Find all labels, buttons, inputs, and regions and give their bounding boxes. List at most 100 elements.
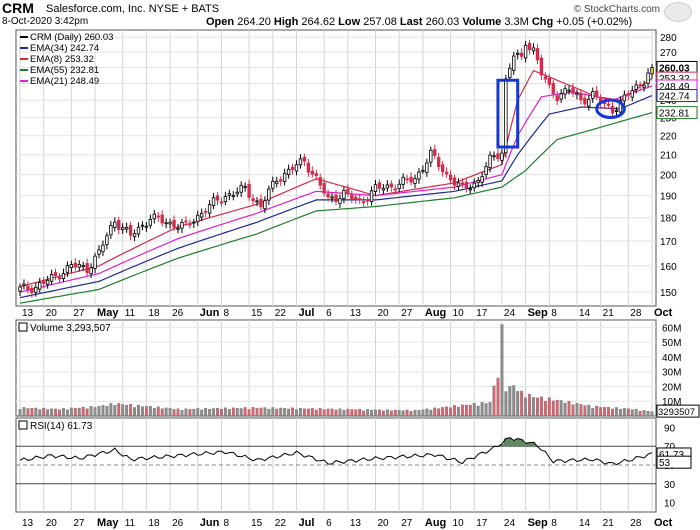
candle-body [409, 176, 413, 183]
x-tick-label: 28 [630, 308, 642, 319]
candle-body [152, 213, 156, 220]
price-candle [302, 153, 307, 167]
volume-bar [591, 408, 595, 417]
volume-bar [393, 409, 397, 417]
open-value: 264.20 [237, 16, 271, 28]
volume-bar [330, 408, 334, 417]
volume-bar [38, 409, 42, 417]
price-candle [421, 165, 425, 174]
candle-body [164, 222, 168, 225]
candle-body [642, 84, 646, 88]
price-candle [547, 73, 551, 89]
price-tag-label: 248.49 [659, 82, 690, 93]
candle-body [239, 185, 243, 193]
price-candle [433, 144, 437, 160]
volume-bar [492, 385, 496, 417]
price-candle [630, 85, 634, 102]
volume-bar [196, 408, 200, 417]
price-y-tick-label: 280 [660, 33, 677, 44]
price-tag-label: 260.03 [659, 63, 690, 74]
volume-panel-icon [18, 322, 28, 332]
price-candle [638, 81, 642, 91]
candle-body [397, 183, 401, 189]
candle-body [132, 233, 137, 238]
candle-body [622, 94, 627, 102]
x-tick-label: Sep [528, 307, 548, 319]
rsi-y-tick-label: 30 [664, 480, 676, 491]
candle-body [223, 196, 228, 203]
price-candle [77, 260, 81, 272]
x-tick-label: May [97, 307, 119, 319]
chg-label: Chg [531, 16, 554, 28]
volume-bar [500, 324, 504, 417]
price-candle [156, 212, 160, 222]
volume-bar [630, 409, 634, 417]
price-candle [346, 184, 350, 197]
volume-bar [65, 409, 69, 417]
candle-body [587, 98, 591, 107]
x-tick-label-bottom: 20 [378, 518, 390, 529]
stockcharts-logo-icon [664, 2, 692, 22]
x-tick-label-bottom: 18 [148, 518, 160, 529]
volume-bar [559, 400, 563, 417]
volume-bar [121, 404, 125, 417]
x-tick-label: 27 [73, 308, 85, 319]
candle-body [38, 282, 42, 290]
price-candle [251, 194, 255, 206]
candle-body [531, 47, 536, 52]
price-candle [85, 258, 89, 277]
x-tick-label-bottom: 20 [46, 518, 58, 529]
x-tick-label-bottom: Jul [299, 517, 315, 529]
candle-body [196, 214, 200, 223]
volume-bar [468, 404, 472, 417]
volume-y-tick-label: 60M [662, 323, 681, 334]
x-tick-label: 6 [326, 308, 332, 319]
price-candle [354, 193, 358, 204]
volume-bar [626, 408, 630, 417]
price-candle [650, 63, 654, 79]
x-tick-label-bottom: 8 [551, 518, 557, 529]
brand-watermark: © StockCharts.com [573, 4, 660, 15]
volume-bar [437, 408, 441, 417]
volume-bar [223, 407, 227, 417]
candle-body [65, 265, 70, 273]
volume-bar [484, 403, 488, 417]
x-tick-label-bottom: 8 [223, 518, 229, 529]
volume-bar [263, 407, 267, 417]
volume-bar [528, 394, 531, 417]
candle-body [365, 199, 370, 202]
rsi-line [19, 437, 653, 466]
volume-bar [101, 405, 105, 417]
volume-bar [326, 408, 330, 417]
rsi-y-tick-label: 10 [664, 499, 676, 510]
candle-body [401, 176, 405, 185]
volume-bar [77, 407, 81, 417]
price-candle [219, 197, 224, 207]
candle-body [373, 184, 378, 192]
rsi-overbought-fill [499, 437, 536, 447]
volume-bar [227, 409, 231, 417]
last-label: Last [399, 16, 423, 28]
price-candle [306, 158, 311, 177]
candle-body [89, 267, 93, 275]
candle-body [448, 174, 453, 181]
volume-bar [295, 409, 298, 417]
volume-bar [243, 407, 247, 417]
price-candle [69, 260, 74, 273]
volume-bar [318, 408, 322, 417]
volume-bar [421, 409, 425, 417]
price-candle [172, 215, 176, 231]
price-candle [389, 180, 393, 192]
price-candle [622, 90, 627, 106]
candle-body [124, 227, 129, 230]
candle-body [184, 220, 188, 223]
volume-bar [291, 407, 294, 417]
candle-body [144, 225, 149, 228]
price-candle [476, 176, 480, 188]
volume-bar [93, 407, 97, 417]
price-y-tick-label: 150 [660, 288, 677, 299]
price-candle [255, 197, 259, 207]
price-candle [563, 85, 567, 99]
volume-bar [378, 409, 381, 417]
candle-body [255, 200, 259, 203]
